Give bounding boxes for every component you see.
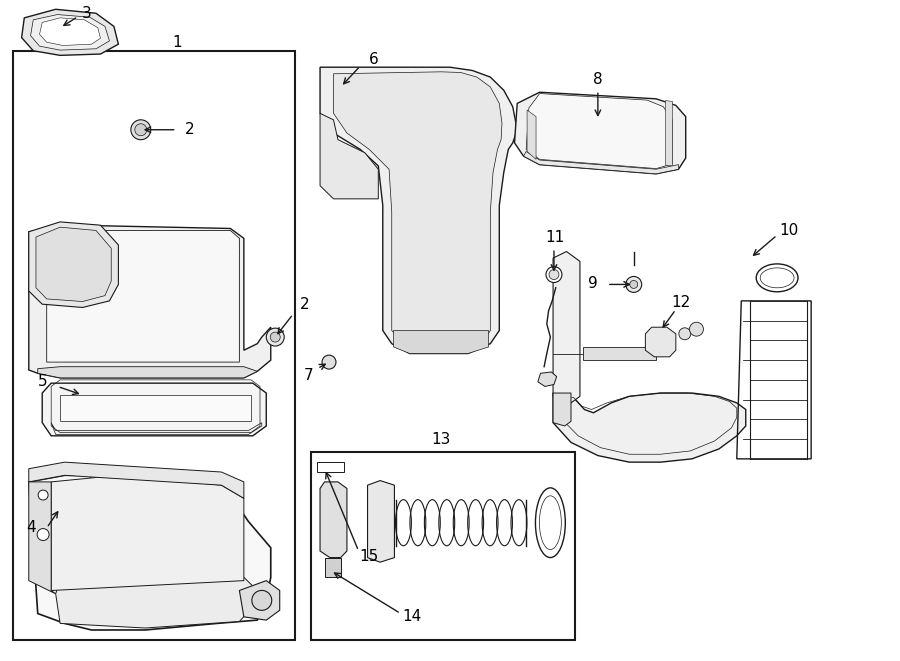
Polygon shape: [29, 222, 119, 307]
Text: 10: 10: [779, 223, 798, 238]
Text: 8: 8: [593, 71, 603, 87]
Circle shape: [549, 270, 559, 280]
Circle shape: [266, 328, 284, 346]
Polygon shape: [524, 151, 679, 174]
Text: 15: 15: [360, 549, 379, 564]
Circle shape: [38, 490, 48, 500]
Text: 2: 2: [185, 122, 195, 137]
Polygon shape: [515, 93, 686, 174]
Polygon shape: [320, 113, 378, 199]
Polygon shape: [527, 110, 536, 159]
Polygon shape: [239, 580, 280, 620]
Polygon shape: [29, 475, 271, 630]
Polygon shape: [393, 330, 489, 354]
Circle shape: [626, 276, 642, 292]
Polygon shape: [554, 393, 571, 426]
Polygon shape: [51, 475, 244, 590]
Polygon shape: [325, 558, 341, 577]
Circle shape: [630, 280, 638, 288]
Bar: [311, 452, 575, 640]
Polygon shape: [51, 422, 262, 434]
Circle shape: [252, 590, 272, 610]
Text: 6: 6: [369, 52, 379, 67]
Text: 9: 9: [588, 276, 598, 291]
Text: 2: 2: [300, 297, 310, 312]
Polygon shape: [554, 252, 580, 403]
Circle shape: [322, 355, 336, 369]
Polygon shape: [42, 383, 266, 436]
Polygon shape: [29, 225, 271, 378]
Text: 13: 13: [431, 432, 451, 447]
Text: 12: 12: [671, 295, 691, 311]
Polygon shape: [56, 574, 257, 628]
Circle shape: [689, 322, 704, 336]
Circle shape: [546, 266, 562, 282]
Polygon shape: [60, 395, 251, 420]
Circle shape: [270, 332, 280, 342]
Circle shape: [679, 328, 691, 340]
Circle shape: [135, 124, 147, 136]
Circle shape: [37, 529, 50, 541]
Polygon shape: [538, 372, 556, 387]
Polygon shape: [554, 393, 746, 462]
Polygon shape: [645, 327, 676, 357]
Polygon shape: [526, 94, 672, 169]
Polygon shape: [320, 482, 346, 558]
Polygon shape: [320, 67, 518, 354]
Bar: [13, 51, 295, 640]
Text: 1: 1: [172, 35, 182, 50]
Polygon shape: [40, 18, 101, 46]
Text: 14: 14: [402, 609, 422, 625]
Polygon shape: [318, 462, 344, 472]
Polygon shape: [31, 15, 110, 50]
Text: 5: 5: [38, 374, 47, 389]
Polygon shape: [22, 9, 119, 56]
Polygon shape: [334, 72, 502, 345]
Polygon shape: [665, 100, 672, 165]
Text: 7: 7: [303, 368, 313, 383]
Text: 11: 11: [545, 229, 564, 245]
Polygon shape: [29, 482, 56, 594]
Text: 3: 3: [82, 6, 92, 20]
Polygon shape: [367, 481, 394, 563]
Polygon shape: [582, 347, 656, 360]
Polygon shape: [29, 462, 244, 498]
Polygon shape: [36, 227, 112, 301]
Polygon shape: [38, 367, 257, 378]
Text: 4: 4: [27, 520, 36, 535]
Polygon shape: [47, 231, 239, 362]
Circle shape: [130, 120, 151, 139]
